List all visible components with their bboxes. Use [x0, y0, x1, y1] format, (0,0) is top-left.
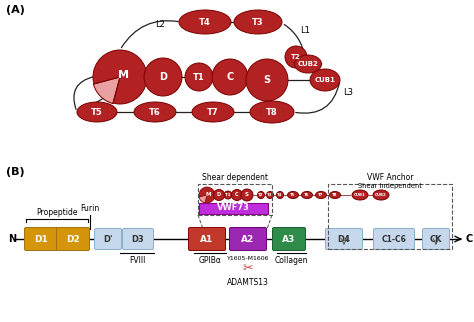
FancyBboxPatch shape — [25, 228, 57, 251]
Text: VWF73: VWF73 — [217, 204, 250, 213]
FancyBboxPatch shape — [94, 229, 121, 250]
Text: CUB2: CUB2 — [298, 61, 319, 67]
Ellipse shape — [373, 190, 389, 200]
Text: T1: T1 — [193, 72, 205, 81]
Circle shape — [266, 192, 273, 198]
Text: VWF Anchor: VWF Anchor — [367, 173, 413, 182]
Text: D3: D3 — [132, 234, 145, 243]
Text: C: C — [466, 234, 473, 244]
Ellipse shape — [288, 192, 299, 198]
Text: D2: D2 — [66, 234, 80, 243]
Text: T6: T6 — [304, 193, 310, 197]
Circle shape — [144, 58, 182, 96]
FancyBboxPatch shape — [56, 228, 90, 251]
Circle shape — [199, 187, 215, 203]
Text: Furin: Furin — [81, 204, 100, 213]
Ellipse shape — [329, 192, 340, 198]
Ellipse shape — [301, 192, 312, 198]
FancyBboxPatch shape — [189, 228, 226, 251]
Text: ADAMTS13: ADAMTS13 — [227, 278, 269, 287]
Text: (A): (A) — [6, 5, 25, 15]
Text: L1: L1 — [300, 26, 310, 35]
Ellipse shape — [134, 102, 176, 122]
Text: C: C — [235, 193, 239, 197]
Text: T3: T3 — [267, 193, 273, 197]
Text: T5: T5 — [91, 108, 103, 117]
Text: M: M — [205, 193, 211, 197]
Circle shape — [213, 190, 225, 201]
Text: M: M — [118, 70, 129, 80]
Text: T8: T8 — [332, 193, 337, 197]
Text: CK: CK — [430, 234, 442, 243]
Text: FVIII: FVIII — [129, 256, 145, 265]
Text: T8: T8 — [266, 108, 278, 117]
Text: A3: A3 — [283, 234, 296, 243]
Text: T2: T2 — [258, 193, 264, 197]
Wedge shape — [93, 77, 120, 104]
Text: A1: A1 — [201, 234, 214, 243]
Text: Propeptide: Propeptide — [36, 208, 78, 217]
Text: CUB2: CUB2 — [375, 193, 387, 197]
Text: A2: A2 — [241, 234, 255, 243]
FancyBboxPatch shape — [122, 229, 154, 250]
Text: L3: L3 — [343, 88, 353, 97]
Circle shape — [285, 46, 307, 68]
Text: T7: T7 — [207, 108, 219, 117]
Text: T4: T4 — [199, 17, 211, 26]
Text: D1: D1 — [34, 234, 48, 243]
Ellipse shape — [310, 69, 340, 91]
Text: (B): (B) — [6, 167, 25, 177]
Text: T6: T6 — [149, 108, 161, 117]
FancyBboxPatch shape — [273, 228, 306, 251]
Text: T2: T2 — [291, 54, 301, 60]
Text: D': D' — [103, 234, 113, 243]
FancyBboxPatch shape — [326, 229, 363, 250]
Text: CUB1: CUB1 — [354, 193, 366, 197]
Circle shape — [185, 63, 213, 91]
Text: T4: T4 — [277, 193, 283, 197]
Text: C: C — [227, 72, 234, 82]
Text: Collagen: Collagen — [274, 256, 308, 265]
Text: T3: T3 — [252, 17, 264, 26]
FancyBboxPatch shape — [374, 229, 414, 250]
Ellipse shape — [234, 10, 282, 34]
Text: C1-C6: C1-C6 — [382, 234, 406, 243]
Text: T5: T5 — [291, 193, 296, 197]
FancyBboxPatch shape — [422, 229, 449, 250]
Text: N: N — [8, 234, 16, 244]
Ellipse shape — [294, 55, 321, 73]
Circle shape — [93, 50, 147, 104]
Text: L2: L2 — [155, 20, 165, 29]
Ellipse shape — [77, 102, 117, 122]
Circle shape — [257, 192, 264, 198]
Text: Y1605-M1606: Y1605-M1606 — [227, 256, 269, 261]
Text: S: S — [245, 193, 249, 197]
Text: T1: T1 — [225, 193, 231, 197]
Circle shape — [241, 189, 253, 201]
Circle shape — [212, 59, 248, 95]
Text: Shear independent: Shear independent — [358, 183, 422, 189]
Circle shape — [224, 191, 232, 199]
Ellipse shape — [250, 101, 294, 123]
Text: D: D — [159, 72, 167, 82]
Ellipse shape — [316, 192, 327, 198]
Text: S: S — [264, 75, 271, 85]
Text: T7: T7 — [319, 193, 324, 197]
Ellipse shape — [352, 190, 368, 200]
Text: GPIBα: GPIBα — [199, 256, 221, 265]
FancyBboxPatch shape — [229, 228, 266, 251]
Ellipse shape — [192, 102, 234, 122]
Text: D: D — [217, 193, 221, 197]
Bar — [199, 203, 268, 213]
Text: D4: D4 — [337, 234, 350, 243]
Wedge shape — [199, 195, 207, 203]
Circle shape — [231, 190, 243, 201]
Text: CUB1: CUB1 — [315, 77, 336, 83]
Circle shape — [276, 192, 283, 198]
Ellipse shape — [179, 10, 231, 34]
Circle shape — [246, 59, 288, 101]
Text: ✂: ✂ — [243, 261, 253, 274]
Text: Shear dependent: Shear dependent — [202, 173, 268, 182]
